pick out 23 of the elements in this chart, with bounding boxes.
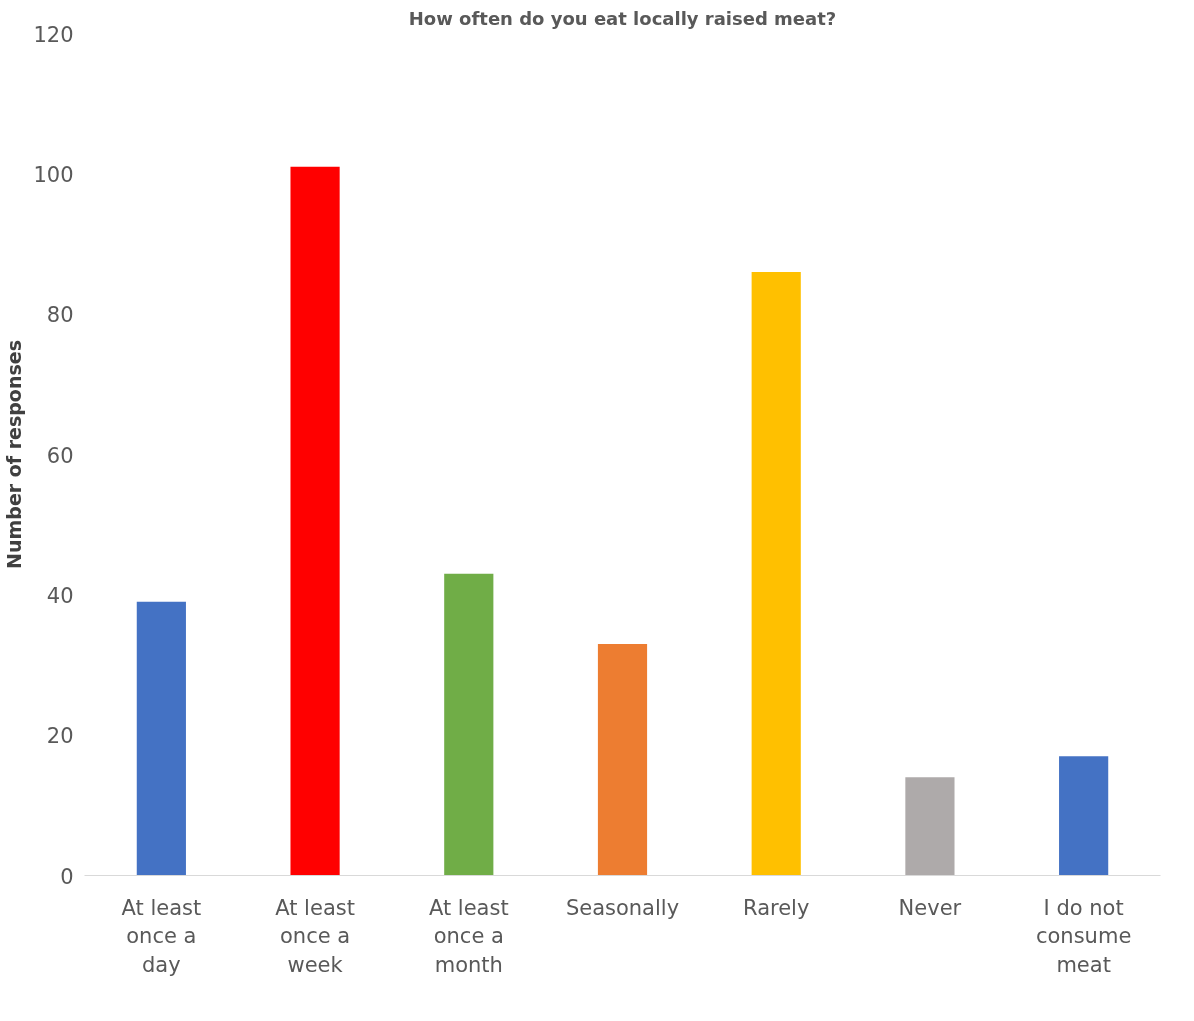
y-tick-label: 0 — [60, 864, 74, 889]
y-tick-label: 40 — [46, 583, 74, 608]
bar — [905, 777, 955, 876]
chart-title: How often do you eat locally raised meat? — [408, 7, 837, 29]
bar — [751, 272, 801, 876]
x-tick-label: Never — [898, 895, 962, 920]
x-tick-label: At least once a month — [428, 895, 509, 978]
x-tick-label: Rarely — [743, 895, 810, 920]
bar — [136, 601, 186, 876]
y-axis-title: Number of responses — [3, 340, 26, 569]
bar — [597, 643, 648, 876]
bar — [1059, 756, 1109, 876]
bar — [444, 573, 494, 876]
x-tick-label: Seasonally — [565, 895, 680, 920]
bar — [290, 166, 340, 876]
y-tick-label: 80 — [46, 303, 74, 328]
y-tick-label: 100 — [33, 162, 74, 187]
y-tick-label: 60 — [46, 443, 74, 468]
x-tick-label: At least once a week — [275, 895, 355, 978]
y-tick-label: 120 — [33, 22, 74, 47]
x-tick-label: At least once a day — [121, 895, 202, 978]
x-tick-label: I do not consume meat — [1035, 895, 1132, 978]
y-tick-label: 20 — [46, 724, 74, 749]
